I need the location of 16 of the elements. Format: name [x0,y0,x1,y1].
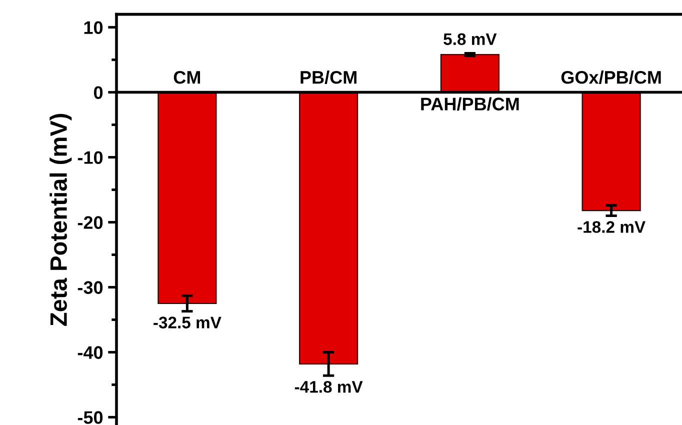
data-label: -32.5 mV [154,316,222,328]
y-axis-title: Zeta Potential (mV) [50,114,72,326]
y-tick-label: 0 [94,86,103,99]
x-tick-label: CM [174,71,200,84]
y-tick-label: 10 [84,21,103,34]
y-tick-label: -40 [78,346,103,359]
data-label: -41.8 mV [294,380,363,393]
y-tick-label: -50 [78,411,103,424]
y-tick-label: -20 [78,216,103,229]
y-tick-label: -30 [78,281,103,294]
x-tick-label: PAH/PB/CM [421,97,519,111]
y-tick-label: -10 [78,151,103,164]
x-tick-label: PB/CM [300,70,356,84]
x-tick-label: GOx/PB/CM [561,70,661,84]
data-label: -18.2 mV [578,221,646,233]
data-label: 5.8 mV [444,33,497,46]
